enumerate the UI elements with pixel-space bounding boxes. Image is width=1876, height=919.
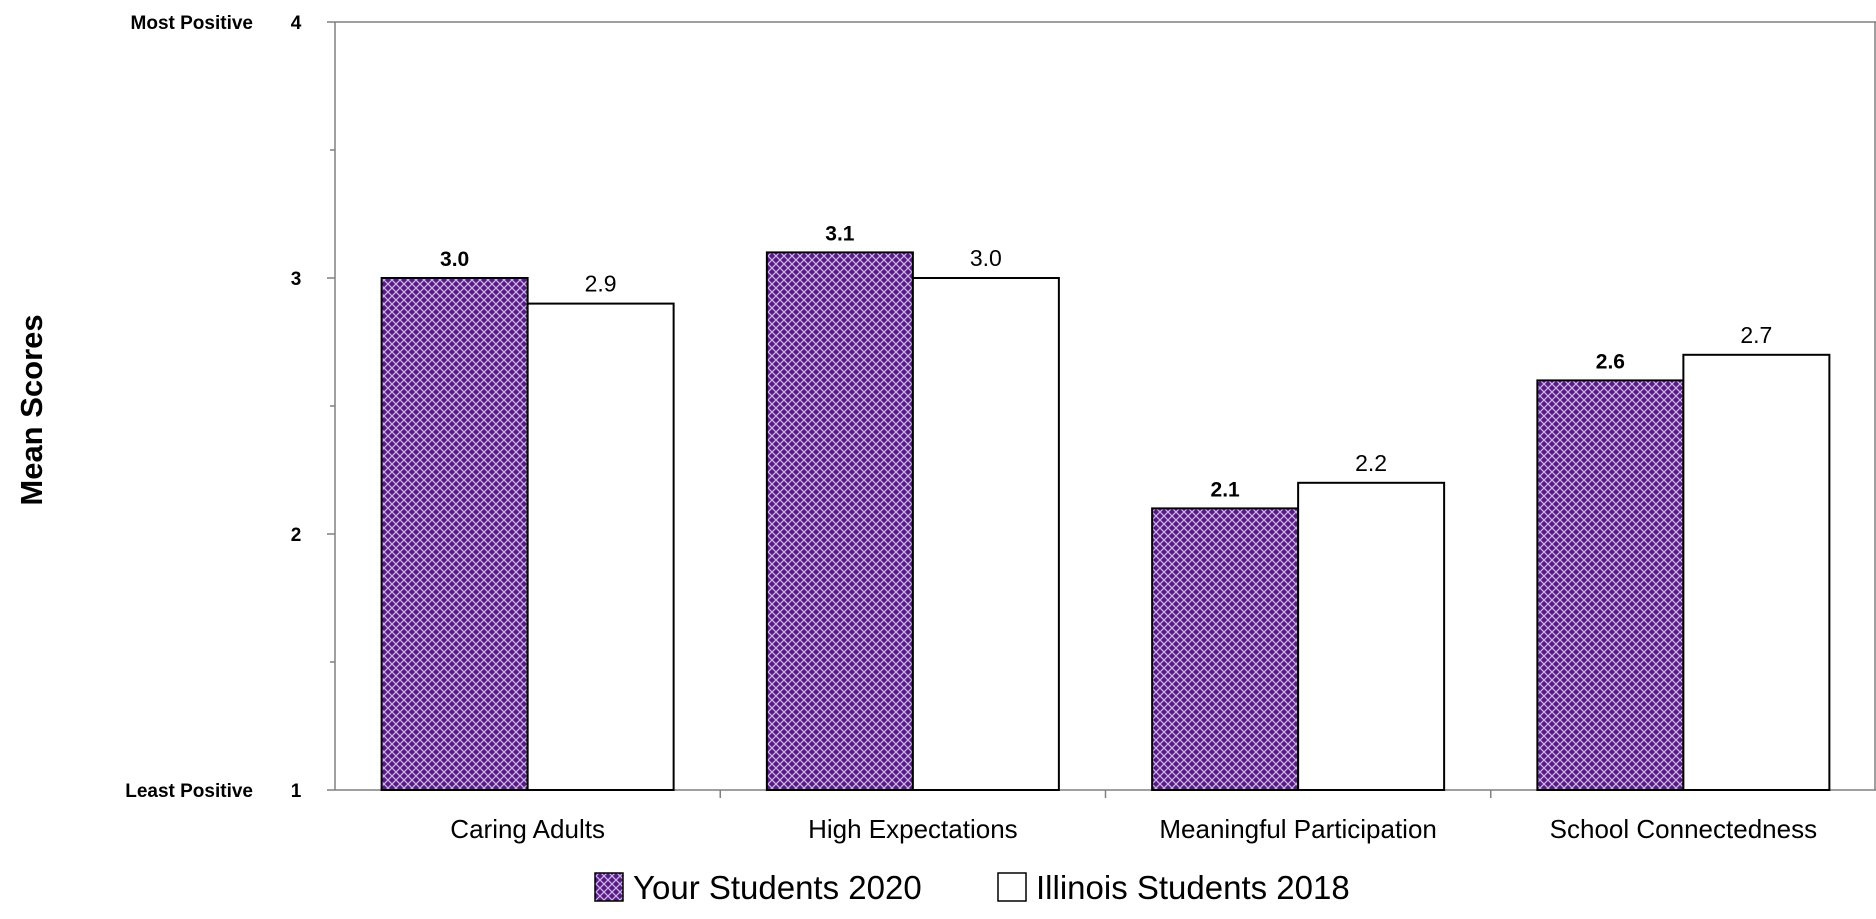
- data-label: 3.0: [970, 245, 1002, 271]
- data-label: 2.7: [1740, 322, 1772, 348]
- legend-label-your-students: Your Students 2020: [633, 869, 922, 906]
- data-label: 3.1: [825, 222, 855, 245]
- bar-your-students: [380, 277, 529, 791]
- data-label: 2.2: [1355, 450, 1387, 476]
- y-tick-label: 4: [291, 13, 302, 34]
- y-tick-label: 3: [291, 269, 302, 290]
- bar-your-students: [1536, 379, 1685, 791]
- x-tick-label: Meaningful Participation: [1159, 814, 1437, 844]
- data-label: 2.1: [1211, 478, 1241, 501]
- bar-illinois-students: [526, 302, 675, 791]
- data-label: 3.0: [440, 248, 469, 271]
- data-label: 2.9: [585, 271, 617, 297]
- legend-swatch-your-students: [594, 872, 624, 902]
- data-labels: 3.0 2.9 3.1 3.0 2.1 2.2 2.6 2.7: [440, 222, 1772, 501]
- bar-illinois-students: [911, 277, 1060, 791]
- legend-swatch-illinois-students: [997, 872, 1027, 902]
- y-axis-labels: 4 Most Positive 3 2 1 Least Positive: [125, 13, 301, 802]
- bar-illinois-students: [1297, 481, 1446, 791]
- x-tick-label: Caring Adults: [450, 814, 605, 844]
- legend: Your Students 2020 Illinois Students 2018: [594, 869, 1350, 906]
- data-label: 2.6: [1596, 350, 1625, 373]
- bar-your-students: [765, 251, 914, 791]
- y-tick-label: 2: [291, 525, 302, 546]
- y-axis-title: Mean Scores: [14, 314, 49, 505]
- y-tick-label: 1: [291, 781, 302, 802]
- y-tick-descriptor: Least Positive: [125, 781, 253, 802]
- x-axis-labels: Caring Adults High Expectations Meaningful…: [450, 814, 1817, 844]
- y-tick-descriptor: Most Positive: [131, 13, 253, 34]
- plot-area: [335, 21, 1876, 790]
- x-tick-label: High Expectations: [808, 814, 1018, 844]
- legend-label-illinois-students: Illinois Students 2018: [1036, 869, 1350, 906]
- bars: [380, 251, 1831, 791]
- bar-your-students: [1151, 507, 1300, 791]
- x-tick-label: School Connectedness: [1550, 814, 1817, 844]
- bar-illinois-students: [1682, 353, 1831, 791]
